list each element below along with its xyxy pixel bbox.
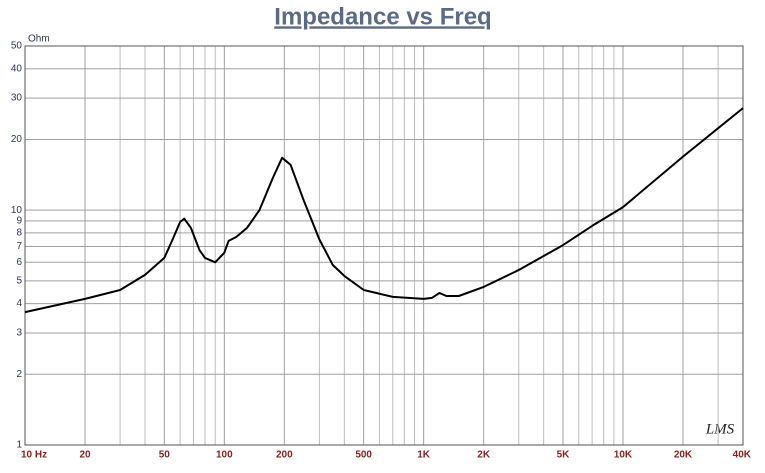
x-tick-label: 10K bbox=[614, 450, 633, 461]
y-tick-label: 50 bbox=[11, 41, 23, 52]
y-tick-label: 40 bbox=[11, 63, 23, 74]
y-tick-label: 1 bbox=[16, 440, 22, 451]
x-tick-label: 50 bbox=[159, 450, 171, 461]
x-tick-label: 1K bbox=[417, 450, 431, 461]
y-tick-label: 5 bbox=[16, 275, 22, 286]
watermark: LMS bbox=[705, 421, 735, 437]
y-tick-label: 2 bbox=[16, 369, 22, 380]
y-tick-label: 4 bbox=[16, 298, 22, 309]
y-tick-label: 7 bbox=[16, 241, 22, 252]
x-tick-label: 200 bbox=[276, 450, 293, 461]
x-tick-label: 20 bbox=[79, 450, 91, 461]
x-tick-label: 20K bbox=[674, 450, 693, 461]
y-tick-label: 3 bbox=[16, 328, 22, 339]
x-tick-label: 40K bbox=[733, 450, 752, 461]
y-tick-label: 9 bbox=[16, 216, 22, 227]
y-tick-label: 20 bbox=[11, 134, 23, 145]
x-tick-label: 500 bbox=[355, 450, 372, 461]
impedance-line bbox=[24, 107, 744, 314]
y-tick-label: 8 bbox=[16, 228, 22, 239]
y-unit: Ohm bbox=[28, 34, 50, 45]
x-tick-label: 5K bbox=[557, 450, 571, 461]
y-tick-label: 6 bbox=[16, 257, 22, 268]
y-tick-label: 30 bbox=[11, 93, 23, 104]
x-tick-label: 100 bbox=[216, 450, 233, 461]
x-tick-label: 10 Hz bbox=[21, 450, 47, 461]
y-tick-label: 10 bbox=[11, 205, 23, 216]
plot-border bbox=[24, 45, 744, 446]
chart-title: Impedance vs Freq bbox=[274, 3, 491, 30]
x-tick-label: 2K bbox=[477, 450, 491, 461]
